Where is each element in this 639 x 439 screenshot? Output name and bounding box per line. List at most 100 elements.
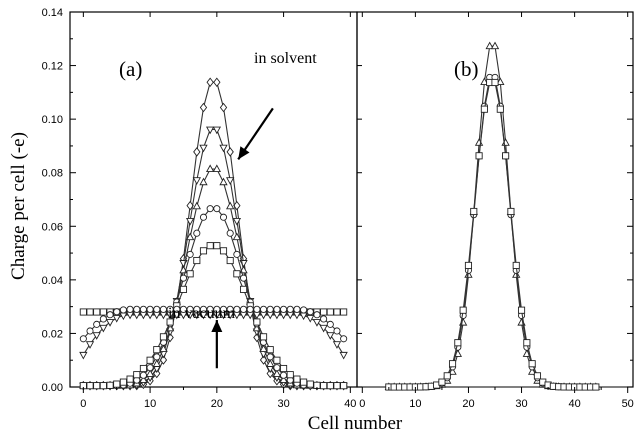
- series-line: [83, 128, 344, 387]
- data-point: [266, 305, 274, 313]
- data-point: [501, 138, 510, 146]
- data-point: [490, 41, 500, 50]
- data-point: [333, 382, 341, 390]
- data-point: [212, 126, 222, 135]
- data-point: [507, 207, 515, 216]
- data-point: [153, 305, 161, 313]
- data-point: [312, 319, 322, 327]
- x-tick-label: 40: [568, 398, 580, 410]
- data-point: [219, 177, 228, 186]
- series-line: [388, 45, 596, 388]
- data-point: [99, 382, 107, 390]
- data-point: [464, 261, 473, 269]
- data-point: [279, 375, 288, 383]
- data-point: [205, 126, 215, 135]
- data-point: [185, 217, 195, 226]
- data-point: [179, 285, 188, 293]
- data-point: [126, 375, 134, 383]
- data-point: [126, 305, 134, 313]
- data-point: [239, 305, 248, 313]
- series-line: [82, 314, 345, 356]
- data-point: [185, 232, 195, 241]
- data-point: [320, 315, 328, 323]
- data-point: [293, 305, 301, 313]
- series-line: [83, 208, 344, 387]
- y-tick-label: 0.12: [42, 61, 63, 73]
- data-point: [133, 305, 141, 313]
- data-point: [233, 270, 241, 278]
- data-point: [199, 144, 208, 153]
- data-point: [273, 364, 281, 372]
- data-point: [146, 305, 154, 313]
- y-tick-label: 0.00: [42, 382, 63, 394]
- data-point: [199, 213, 208, 221]
- data-point: [239, 285, 248, 293]
- data-point: [192, 201, 201, 210]
- data-point: [219, 213, 228, 221]
- panel-b-label: (b): [454, 57, 479, 81]
- data-point: [213, 77, 221, 88]
- series-line: [388, 76, 596, 388]
- data-point: [260, 305, 268, 313]
- axis-ticks: 0.00 0.02 0.04 0.06 0.08 0.10 0.12 0.14 0 10 20 30 4…: [42, 7, 634, 410]
- data-point: [502, 152, 510, 160]
- data-point: [146, 364, 154, 372]
- data-point: [485, 41, 494, 50]
- data-point: [226, 147, 234, 157]
- x-tick-label: 20: [462, 398, 474, 410]
- data-point: [199, 177, 208, 186]
- data-point: [206, 242, 214, 250]
- data-point: [199, 102, 208, 113]
- y-tick-label: 0.10: [42, 114, 63, 126]
- data-point: [186, 270, 194, 278]
- data-point: [517, 306, 526, 314]
- data-point: [280, 305, 288, 313]
- data-point: [300, 306, 308, 314]
- data-point: [533, 372, 542, 380]
- data-point: [219, 144, 228, 153]
- x-tick-label: 20: [211, 398, 223, 410]
- data-point: [260, 333, 268, 341]
- data-point: [319, 324, 328, 333]
- data-point: [480, 77, 489, 85]
- x-tick-label: 0: [80, 398, 86, 410]
- data-point: [173, 305, 181, 313]
- data-point: [206, 305, 214, 313]
- data-point: [300, 378, 308, 386]
- data-point: [193, 305, 201, 313]
- data-point: [306, 308, 314, 316]
- data-point: [112, 315, 121, 323]
- x-tick-label: 50: [622, 398, 634, 410]
- data-point: [213, 242, 221, 250]
- data-point: [179, 305, 188, 313]
- arrow-head: [211, 320, 223, 333]
- x-tick-label: 30: [515, 398, 527, 410]
- data-point: [470, 207, 478, 216]
- x-tick-label: 40: [344, 398, 356, 410]
- x-tick-label: 10: [144, 398, 156, 410]
- data-point: [454, 339, 462, 347]
- data-point: [193, 229, 201, 237]
- data-point: [259, 344, 268, 353]
- data-point: [219, 247, 228, 255]
- annotation-in-vacuum: in vacuum: [168, 305, 236, 322]
- data-point: [273, 356, 281, 364]
- panel-b-frame: [356, 11, 634, 388]
- x-tick-label: 0: [359, 398, 365, 410]
- data-point: [286, 305, 294, 313]
- data-point: [496, 77, 505, 85]
- data-point: [280, 364, 288, 373]
- data-point: [133, 371, 141, 379]
- data-point: [199, 305, 208, 313]
- data-point: [246, 305, 254, 313]
- data-point: [253, 318, 261, 326]
- data-point: [152, 359, 161, 367]
- data-point: [179, 274, 188, 282]
- data-point: [226, 256, 234, 265]
- data-point: [239, 274, 248, 282]
- y-tick-label: 0.08: [42, 168, 63, 180]
- data-point: [253, 305, 261, 313]
- data-point: [79, 335, 87, 343]
- panel-b-border: [356, 11, 634, 388]
